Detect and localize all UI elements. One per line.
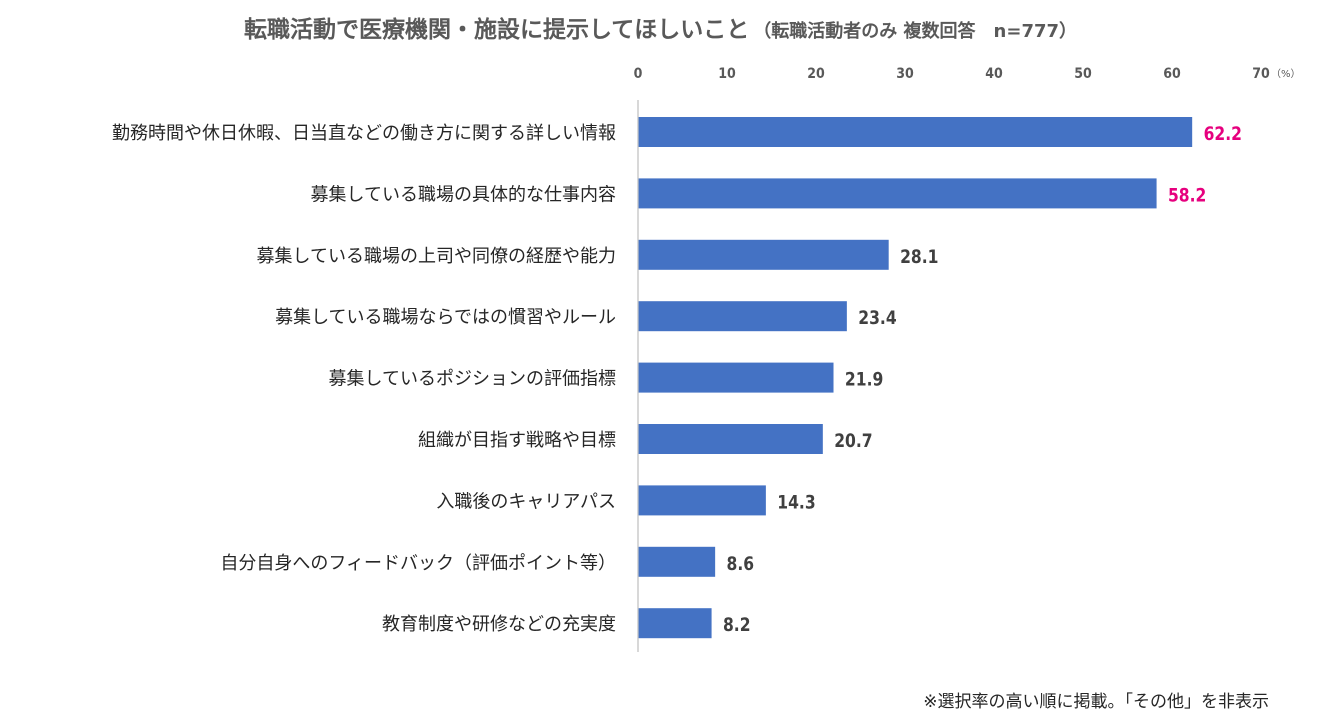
data-label: 14.3 bbox=[777, 492, 815, 514]
chart-subtitle: （転職活動者のみ 複数回答 n=777） bbox=[753, 21, 1078, 42]
data-label: 58.2 bbox=[1168, 185, 1206, 207]
bar bbox=[638, 178, 1157, 209]
tick-label: 70 bbox=[1252, 66, 1270, 82]
data-label: 8.2 bbox=[723, 615, 751, 637]
bar bbox=[638, 424, 823, 454]
bar bbox=[638, 117, 1193, 147]
category-label: 募集している職場ならではの慣習やルール bbox=[275, 307, 616, 328]
tick-label: 20 bbox=[807, 66, 825, 82]
chart-title: 転職活動で医療機関・施設に提示してほしいこと bbox=[243, 17, 750, 43]
bar bbox=[638, 608, 712, 639]
data-label: 21.9 bbox=[845, 369, 883, 391]
bar bbox=[638, 485, 766, 516]
category-label: 組織が目指す戦略や目標 bbox=[418, 430, 616, 451]
tick-label: 30 bbox=[896, 66, 914, 82]
data-label: 8.6 bbox=[727, 553, 755, 575]
bar bbox=[638, 362, 834, 393]
category-label: 勤務時間や休日休暇、日当直などの働き方に関する詳しい情報 bbox=[112, 123, 616, 144]
bar bbox=[638, 301, 847, 332]
data-label: 20.7 bbox=[834, 431, 872, 453]
category-label: 入職後のキャリアパス bbox=[436, 491, 616, 512]
tick-label: 50 bbox=[1074, 66, 1092, 82]
bar bbox=[638, 546, 716, 577]
axis-unit-label: （%） bbox=[1271, 68, 1301, 80]
data-label: 28.1 bbox=[900, 246, 938, 268]
category-label: 募集しているポジションの評価指標 bbox=[329, 369, 616, 390]
category-label: 募集している職場の具体的な仕事内容 bbox=[311, 184, 616, 205]
tick-label: 10 bbox=[718, 66, 736, 82]
tick-label: 0 bbox=[634, 66, 643, 82]
data-label: 62.2 bbox=[1204, 124, 1242, 146]
chart-title-block: 転職活動で医療機関・施設に提示してほしいこと （転職活動者のみ 複数回答 n=77… bbox=[0, 10, 1321, 44]
category-label: 募集している職場の上司や同僚の経歴や能力 bbox=[257, 246, 616, 267]
data-label: 23.4 bbox=[858, 308, 896, 330]
footnote: ※選択率の高い順に掲載。「その他」を非表示 bbox=[923, 692, 1269, 712]
tick-label: 60 bbox=[1163, 66, 1181, 82]
bar bbox=[638, 239, 889, 270]
tick-label: 40 bbox=[985, 66, 1003, 82]
category-label: 自分自身へのフィードバック（評価ポイント等） bbox=[220, 553, 616, 574]
category-label: 教育制度や研修などの充実度 bbox=[382, 614, 616, 635]
